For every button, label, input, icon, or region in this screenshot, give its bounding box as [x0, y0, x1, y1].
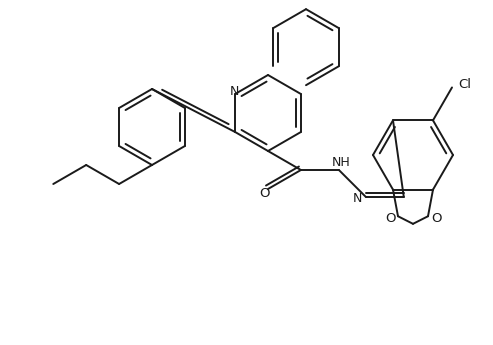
Text: O: O	[385, 212, 395, 225]
Text: Cl: Cl	[458, 78, 471, 91]
Text: N: N	[229, 85, 239, 98]
Text: N: N	[353, 193, 362, 205]
Text: O: O	[259, 187, 269, 199]
Text: NH: NH	[331, 156, 351, 168]
Text: O: O	[431, 212, 441, 225]
